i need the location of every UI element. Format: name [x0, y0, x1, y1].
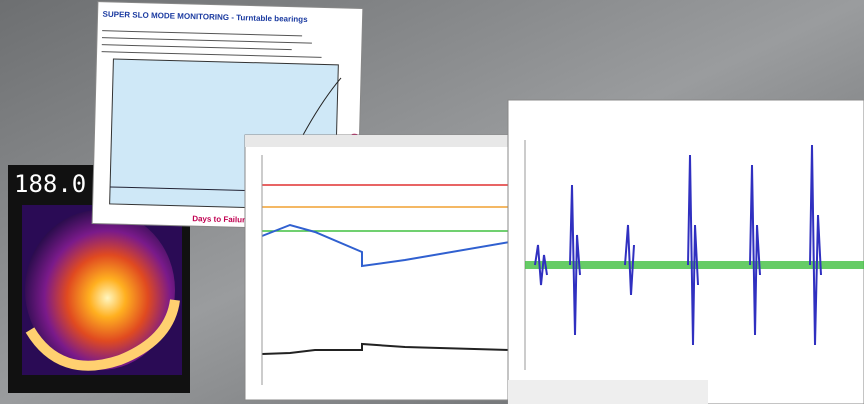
- vibration-panel: [507, 99, 864, 404]
- thermal-hotspot: [25, 210, 175, 370]
- legend-table: [508, 380, 708, 404]
- trend-panel: [244, 134, 516, 401]
- thermal-edge: [25, 299, 180, 371]
- signal: [534, 144, 822, 346]
- x-label: Days to Failure: [192, 214, 250, 225]
- black-line: [261, 342, 511, 355]
- panel-frame: [507, 99, 864, 404]
- panel-notes: [101, 30, 322, 58]
- panel-frame: [244, 134, 516, 401]
- tab-bar: [245, 135, 515, 147]
- blue-line: [261, 223, 511, 268]
- thermal-readout: 188.0: [14, 170, 86, 198]
